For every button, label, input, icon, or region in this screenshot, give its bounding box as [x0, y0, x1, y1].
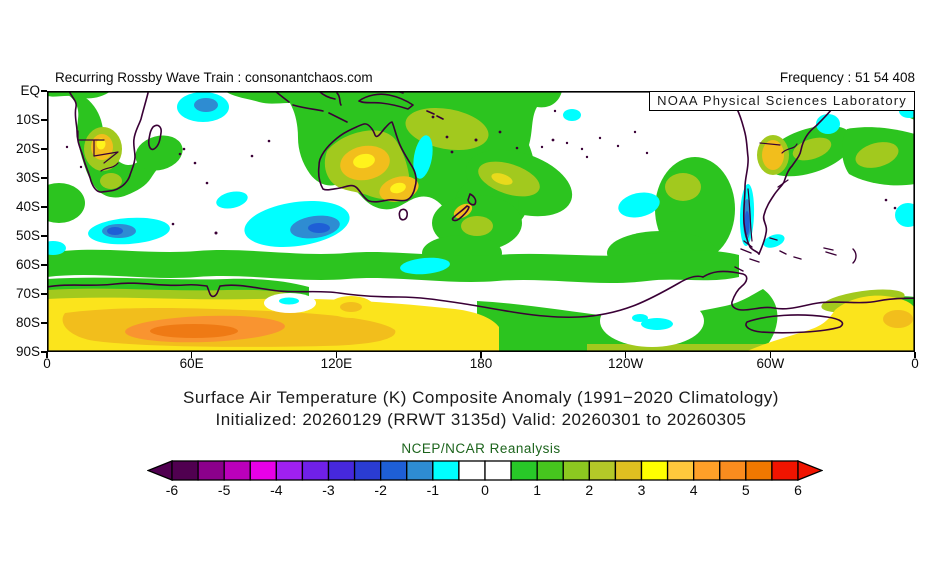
colorbar-segment: [353, 460, 382, 481]
colorbar-segment: [484, 460, 512, 481]
y-tick-label: 40S: [15, 199, 40, 214]
y-tick-label: 60S: [15, 257, 40, 272]
y-tick-mark: [41, 351, 47, 353]
colorbar-tick-label: -6: [165, 482, 179, 498]
watermark-text: Recurring Rossby Wave Train : consonantc…: [55, 70, 373, 85]
colorbar-segment: [536, 460, 564, 481]
colorbar: [147, 460, 823, 481]
colorbar-segment: [458, 460, 486, 481]
map-frame: [47, 91, 915, 352]
x-tick-label: 60W: [756, 356, 785, 371]
source-label: NOAA Physical Sciences Laboratory: [657, 93, 907, 108]
colorbar-segment: [510, 460, 538, 481]
x-tick-label: 60E: [179, 356, 204, 371]
y-tick-mark: [41, 322, 47, 324]
colorbar-segment: [380, 460, 408, 481]
colorbar-segment: [223, 460, 251, 481]
y-tick-label: 10S: [15, 112, 40, 127]
colorbar-segment: [432, 460, 460, 481]
map-border: [47, 91, 915, 352]
colorbar-segment: [666, 460, 695, 481]
x-tick-mark: [480, 352, 482, 358]
colorbar-segment: [640, 460, 669, 481]
colorbar-segment: [249, 460, 277, 481]
y-tick-mark: [41, 148, 47, 150]
y-tick-mark: [41, 235, 47, 237]
colorbar-arrow-right: [797, 460, 823, 481]
colorbar-segment: [171, 460, 199, 481]
y-tick-mark: [41, 293, 47, 295]
colorbar-tick-label: -3: [322, 482, 335, 498]
x-tick-mark: [335, 352, 338, 358]
chart-title: Surface Air Temperature (K) Composite An…: [183, 388, 779, 407]
colorbar-tick-label: 1: [533, 482, 542, 498]
colorbar-segment: [745, 460, 773, 481]
y-tick-label: EQ: [20, 83, 40, 98]
colorbar-tick-label: -1: [426, 482, 440, 498]
y-tick-mark: [41, 90, 47, 92]
colorbar-segment: [588, 460, 617, 481]
x-tick-label: 0: [43, 356, 51, 371]
island-dots: [65, 109, 897, 235]
y-tick-label: 70S: [15, 286, 40, 301]
x-tick-mark: [46, 352, 48, 358]
y-tick-mark: [41, 264, 47, 266]
dataset-label: NCEP/NCAR Reanalysis: [401, 441, 561, 456]
colorbar-segment: [719, 460, 747, 481]
y-tick-mark: [41, 177, 47, 179]
colorbar-segment: [406, 460, 434, 481]
map-svg: [47, 91, 915, 352]
y-tick-label: 20S: [15, 141, 40, 156]
y-tick-label: 80S: [15, 315, 40, 330]
colorbar-segment: [301, 460, 330, 481]
colorbar-segment: [562, 460, 590, 481]
chart-subtitle: Initialized: 20260129 (RRWT 3135d) Valid…: [215, 410, 747, 429]
colorbar-segment: [197, 460, 225, 481]
x-tick-mark: [914, 352, 916, 358]
coastlines: [47, 91, 915, 334]
x-tick-label: 120E: [320, 356, 353, 371]
colorbar-segment: [771, 460, 799, 481]
x-tick-mark: [624, 352, 627, 358]
colorbar-tick-label: 6: [794, 482, 802, 498]
y-tick-label: 90S: [15, 344, 40, 359]
y-tick-mark: [41, 119, 47, 121]
x-tick-label: 120W: [608, 356, 644, 371]
colorbar-tick-label: -4: [270, 482, 283, 498]
colorbar-segment: [614, 460, 643, 481]
colorbar-tick-label: 4: [689, 482, 698, 498]
y-tick-mark: [41, 206, 47, 208]
source-label-box: NOAA Physical Sciences Laboratory: [649, 91, 915, 111]
colorbar-tick-label: -5: [217, 482, 231, 498]
colorbar-segment: [693, 460, 721, 481]
colorbar-tick-label: 3: [637, 482, 646, 498]
colorbar-tick-label: 0: [481, 482, 489, 498]
colorbar-tick-label: 5: [741, 482, 750, 498]
colorbar-arrow-left: [147, 460, 173, 481]
colorbar-segment: [327, 460, 356, 481]
x-tick-mark: [190, 352, 193, 358]
y-tick-label: 30S: [15, 170, 40, 185]
y-tick-label: 50S: [15, 228, 40, 243]
frequency-text: Frequency : 51 54 408: [779, 70, 915, 85]
x-tick-mark: [769, 352, 772, 358]
x-tick-label: 180: [469, 356, 493, 371]
x-tick-label: 0: [911, 356, 919, 371]
colorbar-tick-label: -2: [374, 482, 387, 498]
colorbar-tick-label: 2: [585, 482, 594, 498]
colorbar-segment: [275, 460, 304, 481]
